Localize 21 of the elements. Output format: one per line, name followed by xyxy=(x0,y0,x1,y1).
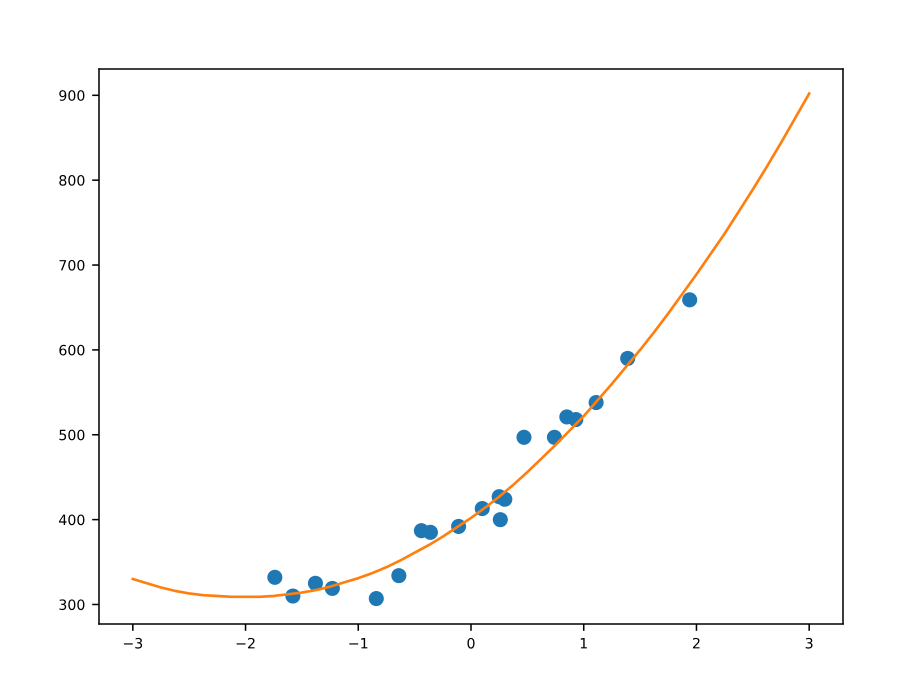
y-tick-label: 800 xyxy=(59,175,84,186)
y-tick-label: 900 xyxy=(59,90,84,101)
y-tick-label: 700 xyxy=(60,260,84,271)
x-tick-label: 0 xyxy=(467,638,475,649)
y-tick-label: 600 xyxy=(59,344,84,356)
y-tick-label: 400 xyxy=(59,514,84,526)
point xyxy=(391,568,406,584)
point xyxy=(422,524,438,540)
x-tick-label: −3 xyxy=(124,638,142,649)
point xyxy=(368,591,384,606)
point xyxy=(516,430,532,445)
point xyxy=(492,512,508,528)
point xyxy=(682,292,698,308)
y-tick-label: 300 xyxy=(59,599,84,610)
point xyxy=(267,570,282,585)
x-tick-label: 3 xyxy=(806,638,813,649)
x-tick-label: 1 xyxy=(580,638,587,648)
x-tick-label: −2 xyxy=(236,638,255,648)
y-tick-label: 500 xyxy=(59,430,84,440)
x-tick-label: 2 xyxy=(692,638,700,648)
x-tick-label: −1 xyxy=(349,638,368,648)
